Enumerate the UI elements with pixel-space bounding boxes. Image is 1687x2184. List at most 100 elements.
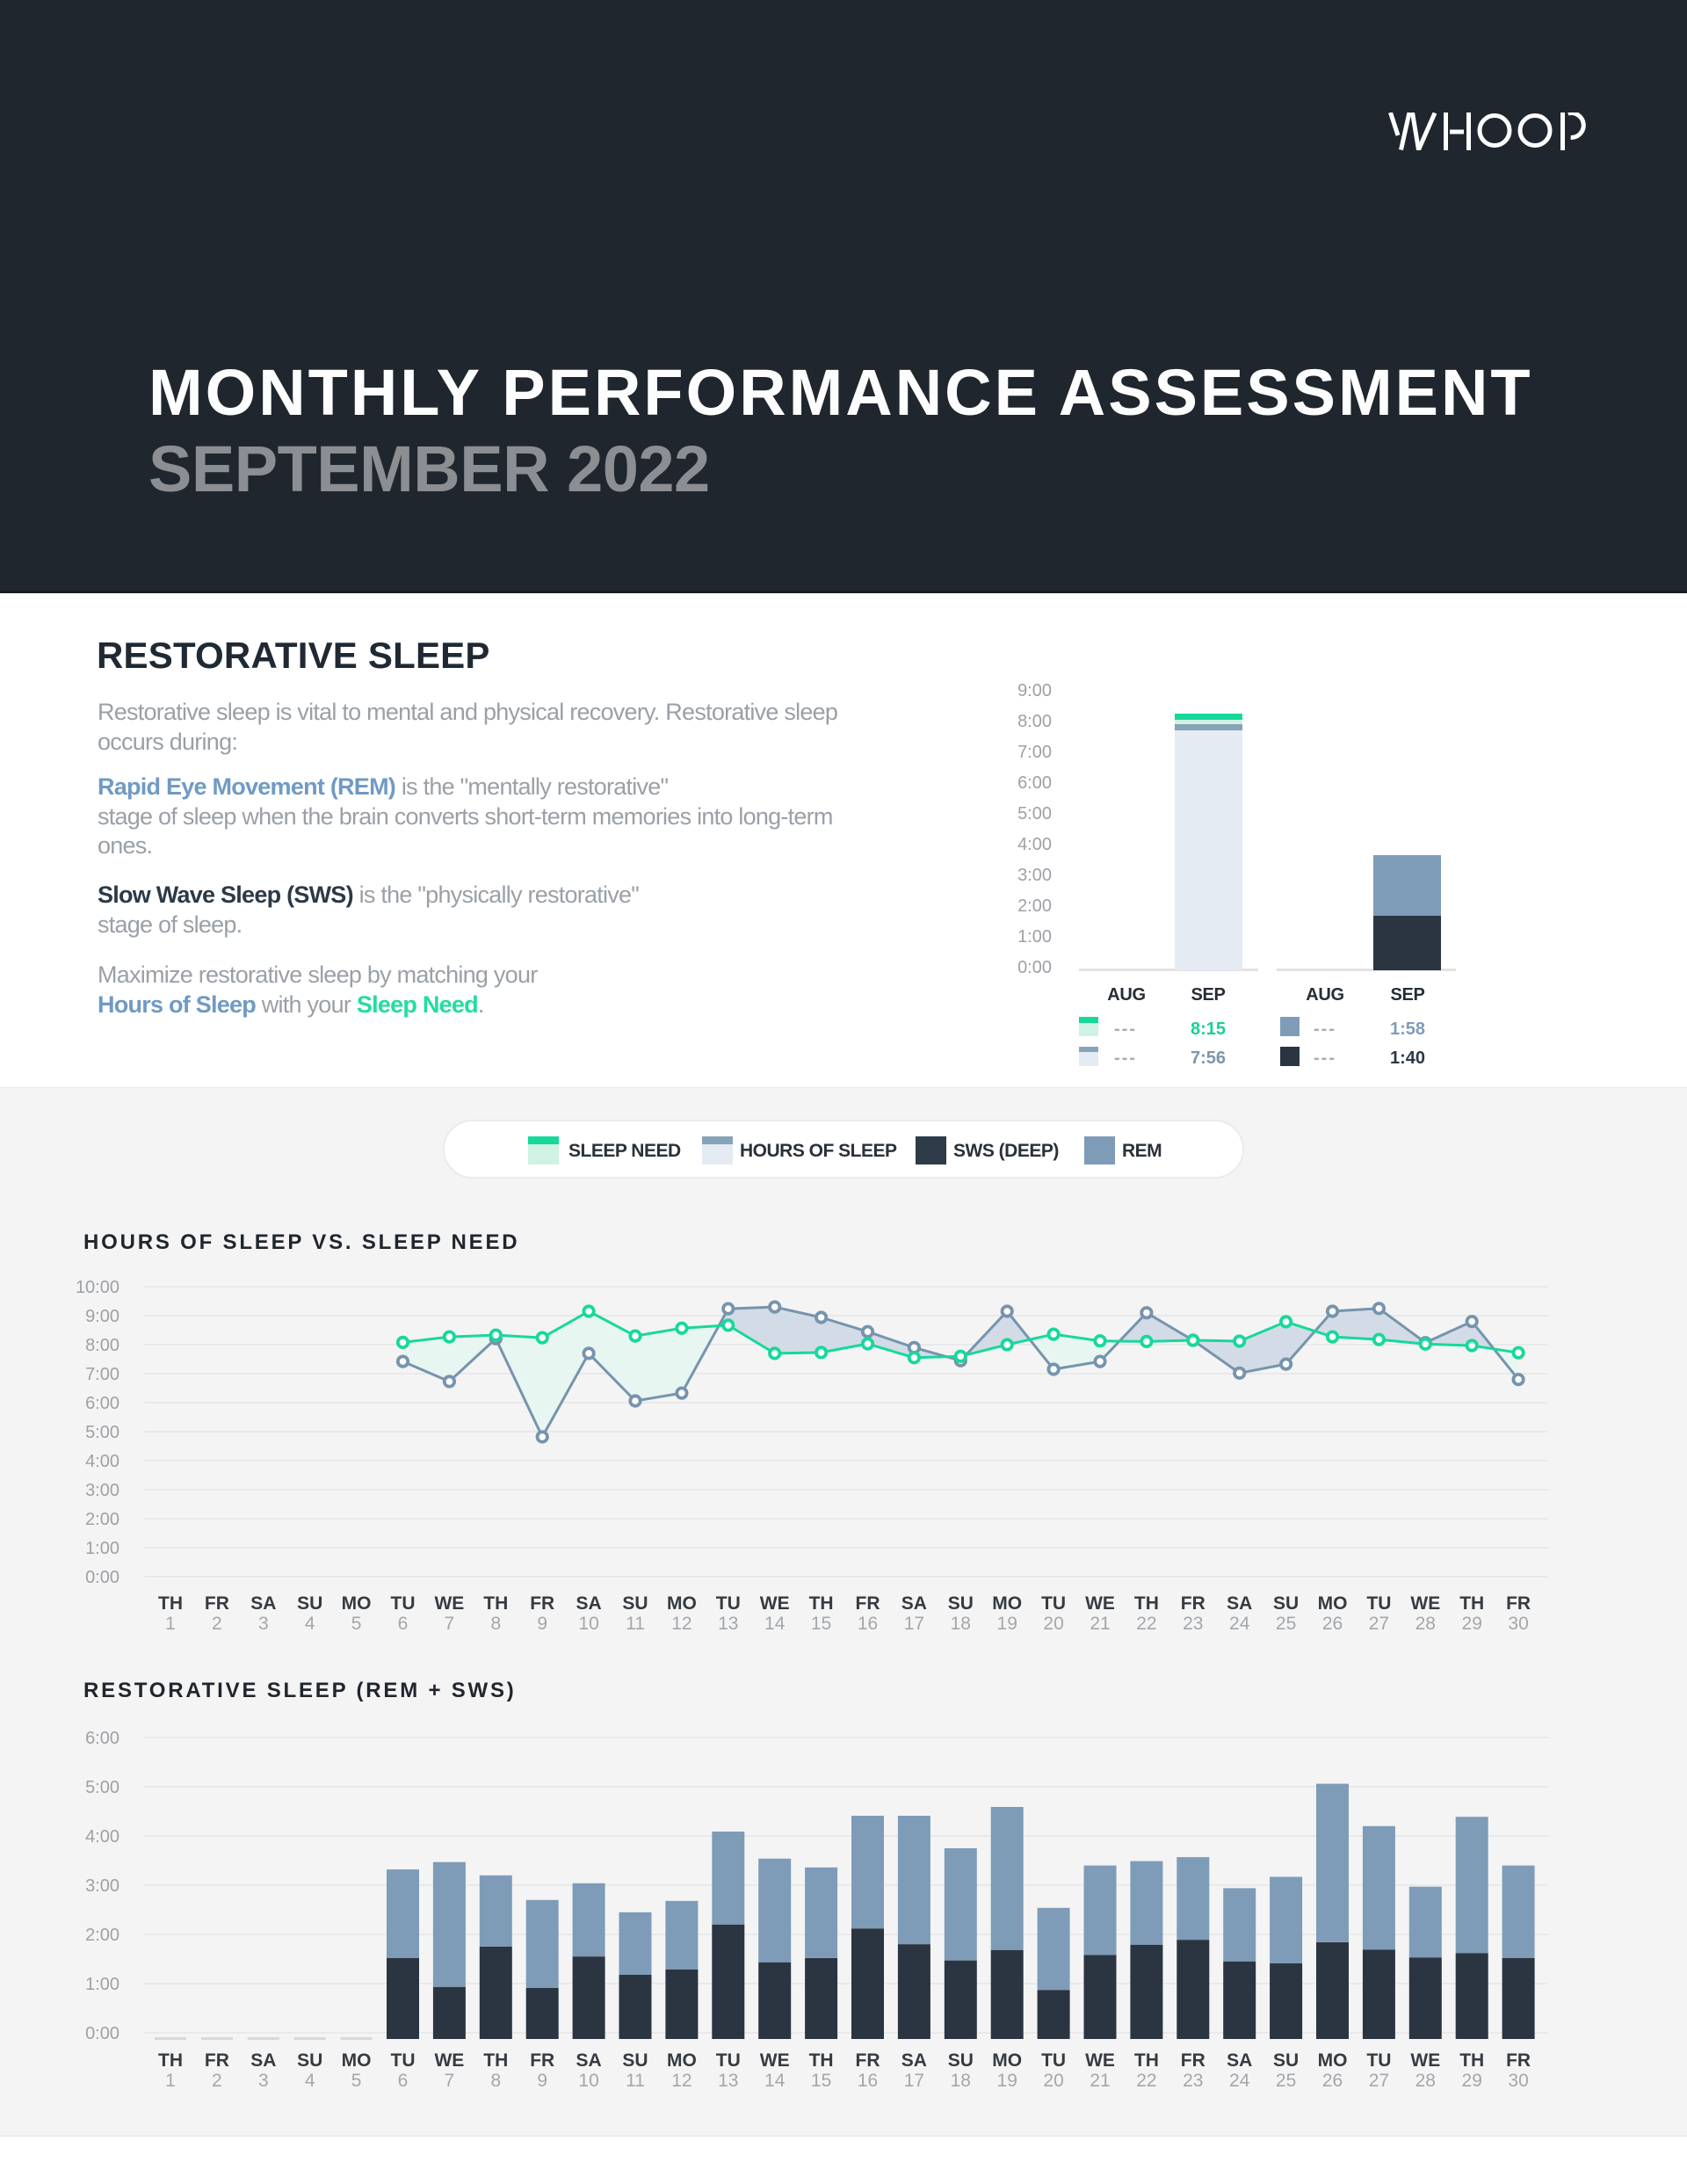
svg-text:FR: FR [1181,1593,1206,1614]
svg-text:4: 4 [305,1614,315,1634]
svg-text:SU: SU [297,1593,322,1614]
svg-text:20: 20 [1043,2071,1063,2091]
svg-text:FR: FR [1506,1593,1531,1614]
svg-text:TH: TH [483,1593,508,1614]
svg-text:4:00: 4:00 [85,1827,119,1847]
svg-text:22: 22 [1136,1614,1156,1634]
svg-text:9: 9 [537,2071,547,2091]
svg-text:SA: SA [576,1593,602,1614]
svg-text:SU: SU [948,2050,974,2071]
svg-text:TH: TH [1134,1593,1159,1614]
svg-text:12: 12 [671,1614,691,1634]
svg-text:21: 21 [1090,1614,1110,1634]
svg-text:TH: TH [158,1593,183,1614]
svg-text:5:00: 5:00 [85,1778,119,1797]
svg-text:WE: WE [1410,2050,1440,2071]
svg-text:SU: SU [948,1593,974,1614]
svg-text:MO: MO [992,2050,1022,2071]
svg-text:SEP: SEP [1191,985,1225,1005]
svg-text:MO: MO [1318,1593,1348,1614]
svg-text:25: 25 [1276,1614,1296,1634]
svg-text:24: 24 [1229,2071,1250,2091]
svg-text:4: 4 [305,2071,315,2091]
svg-text:11: 11 [626,2071,645,2091]
svg-text:6:00: 6:00 [85,1394,119,1413]
svg-text:WE: WE [1410,1593,1440,1614]
svg-text:TU: TU [1041,1593,1066,1614]
svg-text:1:40: 1:40 [1390,1048,1425,1068]
svg-text:26: 26 [1322,1614,1343,1634]
svg-text:26: 26 [1322,2071,1343,2091]
svg-text:TU: TU [716,1593,741,1614]
svg-text:SA: SA [1227,1593,1252,1614]
svg-text:10:00: 10:00 [76,1278,119,1297]
svg-text:SA: SA [250,2050,276,2071]
svg-text:MO: MO [667,1593,697,1614]
svg-text:28: 28 [1415,1614,1436,1634]
svg-text:28: 28 [1415,2071,1436,2091]
svg-text:18: 18 [951,1614,971,1634]
svg-text:MO: MO [1318,2050,1348,2071]
svg-text:SU: SU [622,2050,648,2071]
svg-text:24: 24 [1229,1614,1250,1634]
svg-text:SA: SA [1227,2050,1252,2071]
svg-text:5:00: 5:00 [1017,804,1052,824]
svg-text:4:00: 4:00 [1017,835,1052,854]
svg-text:8:00: 8:00 [1017,712,1052,731]
svg-text:TH: TH [809,1593,834,1614]
svg-text:WE: WE [1085,1593,1115,1614]
svg-text:TH: TH [1134,2050,1159,2071]
svg-text:TU: TU [716,2050,741,2071]
svg-text:3: 3 [258,2071,269,2091]
svg-text:2:00: 2:00 [85,1510,119,1529]
svg-text:---: --- [1114,1019,1137,1039]
svg-text:9:00: 9:00 [1017,681,1052,700]
svg-text:3:00: 3:00 [1017,866,1052,885]
svg-text:13: 13 [718,2071,738,2091]
svg-text:17: 17 [904,1614,924,1634]
svg-text:1: 1 [165,1614,176,1634]
svg-text:15: 15 [811,2071,831,2091]
svg-text:10: 10 [578,1614,598,1634]
svg-text:TH: TH [809,2050,834,2071]
svg-text:2:00: 2:00 [1017,896,1052,916]
svg-text:2: 2 [212,1614,222,1634]
svg-text:MO: MO [342,2050,372,2071]
svg-text:29: 29 [1462,2071,1482,2091]
svg-text:1:00: 1:00 [85,1539,119,1558]
svg-text:8: 8 [490,2071,501,2091]
svg-text:25: 25 [1276,2071,1296,2091]
svg-text:FR: FR [530,2050,554,2071]
svg-text:16: 16 [858,2071,878,2091]
svg-text:6:00: 6:00 [85,1729,119,1748]
svg-text:FR: FR [856,2050,880,2071]
svg-text:SU: SU [1273,2050,1299,2071]
svg-text:14: 14 [764,1614,786,1634]
svg-text:21: 21 [1090,2071,1110,2091]
svg-text:FR: FR [205,1593,229,1614]
svg-text:5:00: 5:00 [85,1423,119,1442]
svg-text:10: 10 [578,2071,598,2091]
svg-text:6:00: 6:00 [1017,773,1052,793]
svg-text:3: 3 [258,1614,269,1634]
svg-text:7: 7 [445,1614,455,1634]
svg-text:1:00: 1:00 [1017,927,1052,947]
svg-text:8: 8 [490,1614,501,1634]
svg-text:SU: SU [297,2050,322,2071]
svg-text:6: 6 [398,2071,409,2091]
svg-text:23: 23 [1183,1614,1203,1634]
svg-text:---: --- [1114,1048,1137,1068]
svg-text:3:00: 3:00 [85,1876,119,1896]
svg-text:WE: WE [1085,2050,1115,2071]
svg-text:FR: FR [530,1593,554,1614]
svg-text:2: 2 [212,2071,222,2091]
svg-text:1:00: 1:00 [85,1975,119,1994]
svg-text:3:00: 3:00 [85,1481,119,1500]
svg-text:WE: WE [760,1593,790,1614]
svg-text:7: 7 [445,2071,455,2091]
svg-text:19: 19 [997,1614,1017,1634]
svg-text:5: 5 [351,2071,362,2091]
svg-text:SA: SA [901,1593,927,1614]
svg-text:FR: FR [1181,2050,1206,2071]
svg-text:AUG: AUG [1107,985,1146,1005]
